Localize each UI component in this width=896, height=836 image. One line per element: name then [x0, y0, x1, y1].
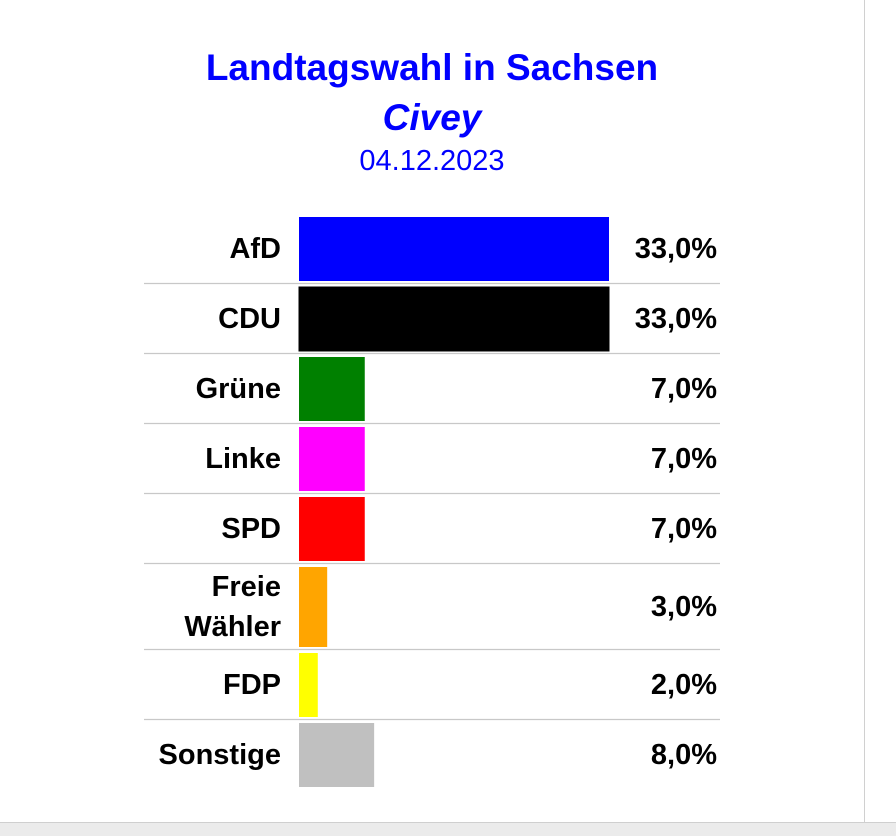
- value-label: 33,0%: [635, 233, 717, 265]
- panel-border: [864, 0, 865, 822]
- bottom-scroll-area: [0, 822, 896, 836]
- category-label: Sonstige: [159, 739, 281, 771]
- value-label: 33,0%: [635, 303, 717, 335]
- bar: [299, 653, 318, 717]
- category-label: FDP: [223, 669, 281, 701]
- bar: [299, 357, 365, 421]
- value-label: 7,0%: [651, 443, 717, 475]
- value-label: 7,0%: [651, 513, 717, 545]
- bar: [299, 497, 365, 561]
- category-label: SPD: [221, 513, 281, 545]
- category-label: CDU: [218, 303, 281, 335]
- category-label: Grüne: [196, 373, 281, 405]
- bar-chart: AfD 33,0% CDU 33,0% Grüne 7,0% Linke 7,0% SPD 7,0…: [144, 217, 720, 787]
- value-label: 8,0%: [651, 739, 717, 771]
- bar: [299, 567, 328, 647]
- bar: [299, 217, 609, 281]
- value-label: 3,0%: [651, 591, 717, 623]
- chart-title: Landtagswahl in Sachsen: [205, 47, 659, 88]
- bar: [298, 286, 610, 352]
- category-label: Linke: [205, 443, 281, 475]
- category-label: AfD: [229, 233, 281, 265]
- value-label: 2,0%: [651, 669, 717, 701]
- category-label: Wähler: [184, 611, 281, 643]
- bar: [299, 723, 375, 787]
- chart-subtitle: Civey: [382, 97, 482, 138]
- bar: [299, 427, 365, 491]
- chart-date: 04.12.2023: [359, 145, 505, 177]
- category-label: Freie: [212, 571, 281, 603]
- value-label: 7,0%: [651, 373, 717, 405]
